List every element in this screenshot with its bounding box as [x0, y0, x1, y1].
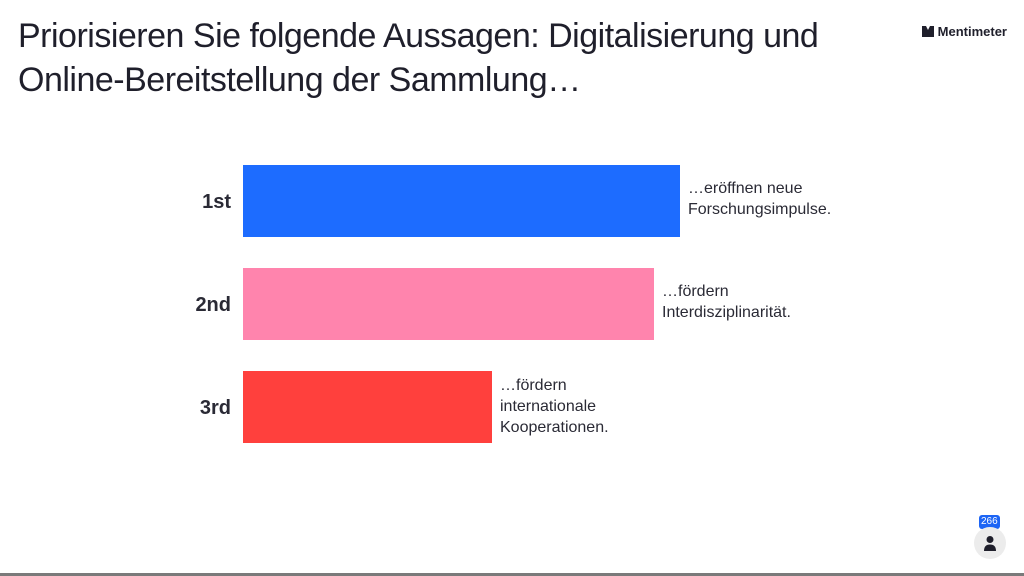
bar-label-2: …fördern Interdisziplinarität.: [662, 283, 791, 321]
bar-3: [243, 371, 492, 443]
participants-widget[interactable]: 266: [972, 515, 1008, 560]
participant-count-badge: 266: [979, 515, 1000, 529]
bar-label-line: Interdisziplinarität.: [662, 304, 791, 321]
mentimeter-logo: Mentimeter: [921, 24, 1007, 39]
mentimeter-logo-icon: [921, 26, 934, 37]
rank-label-2: 2nd: [195, 294, 231, 316]
bar-label-3: …fördern internationale Kooperationen.: [500, 377, 609, 436]
bar-1: [243, 165, 680, 237]
bar-label-line: …fördern: [662, 283, 729, 300]
bar-label-line: …eröffnen neue: [688, 180, 803, 197]
page-title: Priorisieren Sie folgende Aussagen: Digi…: [18, 17, 819, 99]
rank-label-3: 3rd: [200, 397, 231, 419]
bar-label-line: Forschungsimpulse.: [688, 201, 831, 218]
brand-name: Mentimeter: [937, 24, 1007, 39]
bar-2: [243, 268, 654, 340]
bottom-divider: [0, 573, 1024, 576]
person-icon: [984, 536, 996, 551]
bar-label-1: …eröffnen neue Forschungsimpulse.: [688, 180, 831, 218]
bar-label-line: Kooperationen.: [500, 419, 609, 436]
bar-label-line: …fördern: [500, 377, 567, 394]
rank-label-1: 1st: [202, 191, 231, 213]
bar-label-line: internationale: [500, 398, 596, 415]
participants-button[interactable]: [974, 527, 1006, 559]
